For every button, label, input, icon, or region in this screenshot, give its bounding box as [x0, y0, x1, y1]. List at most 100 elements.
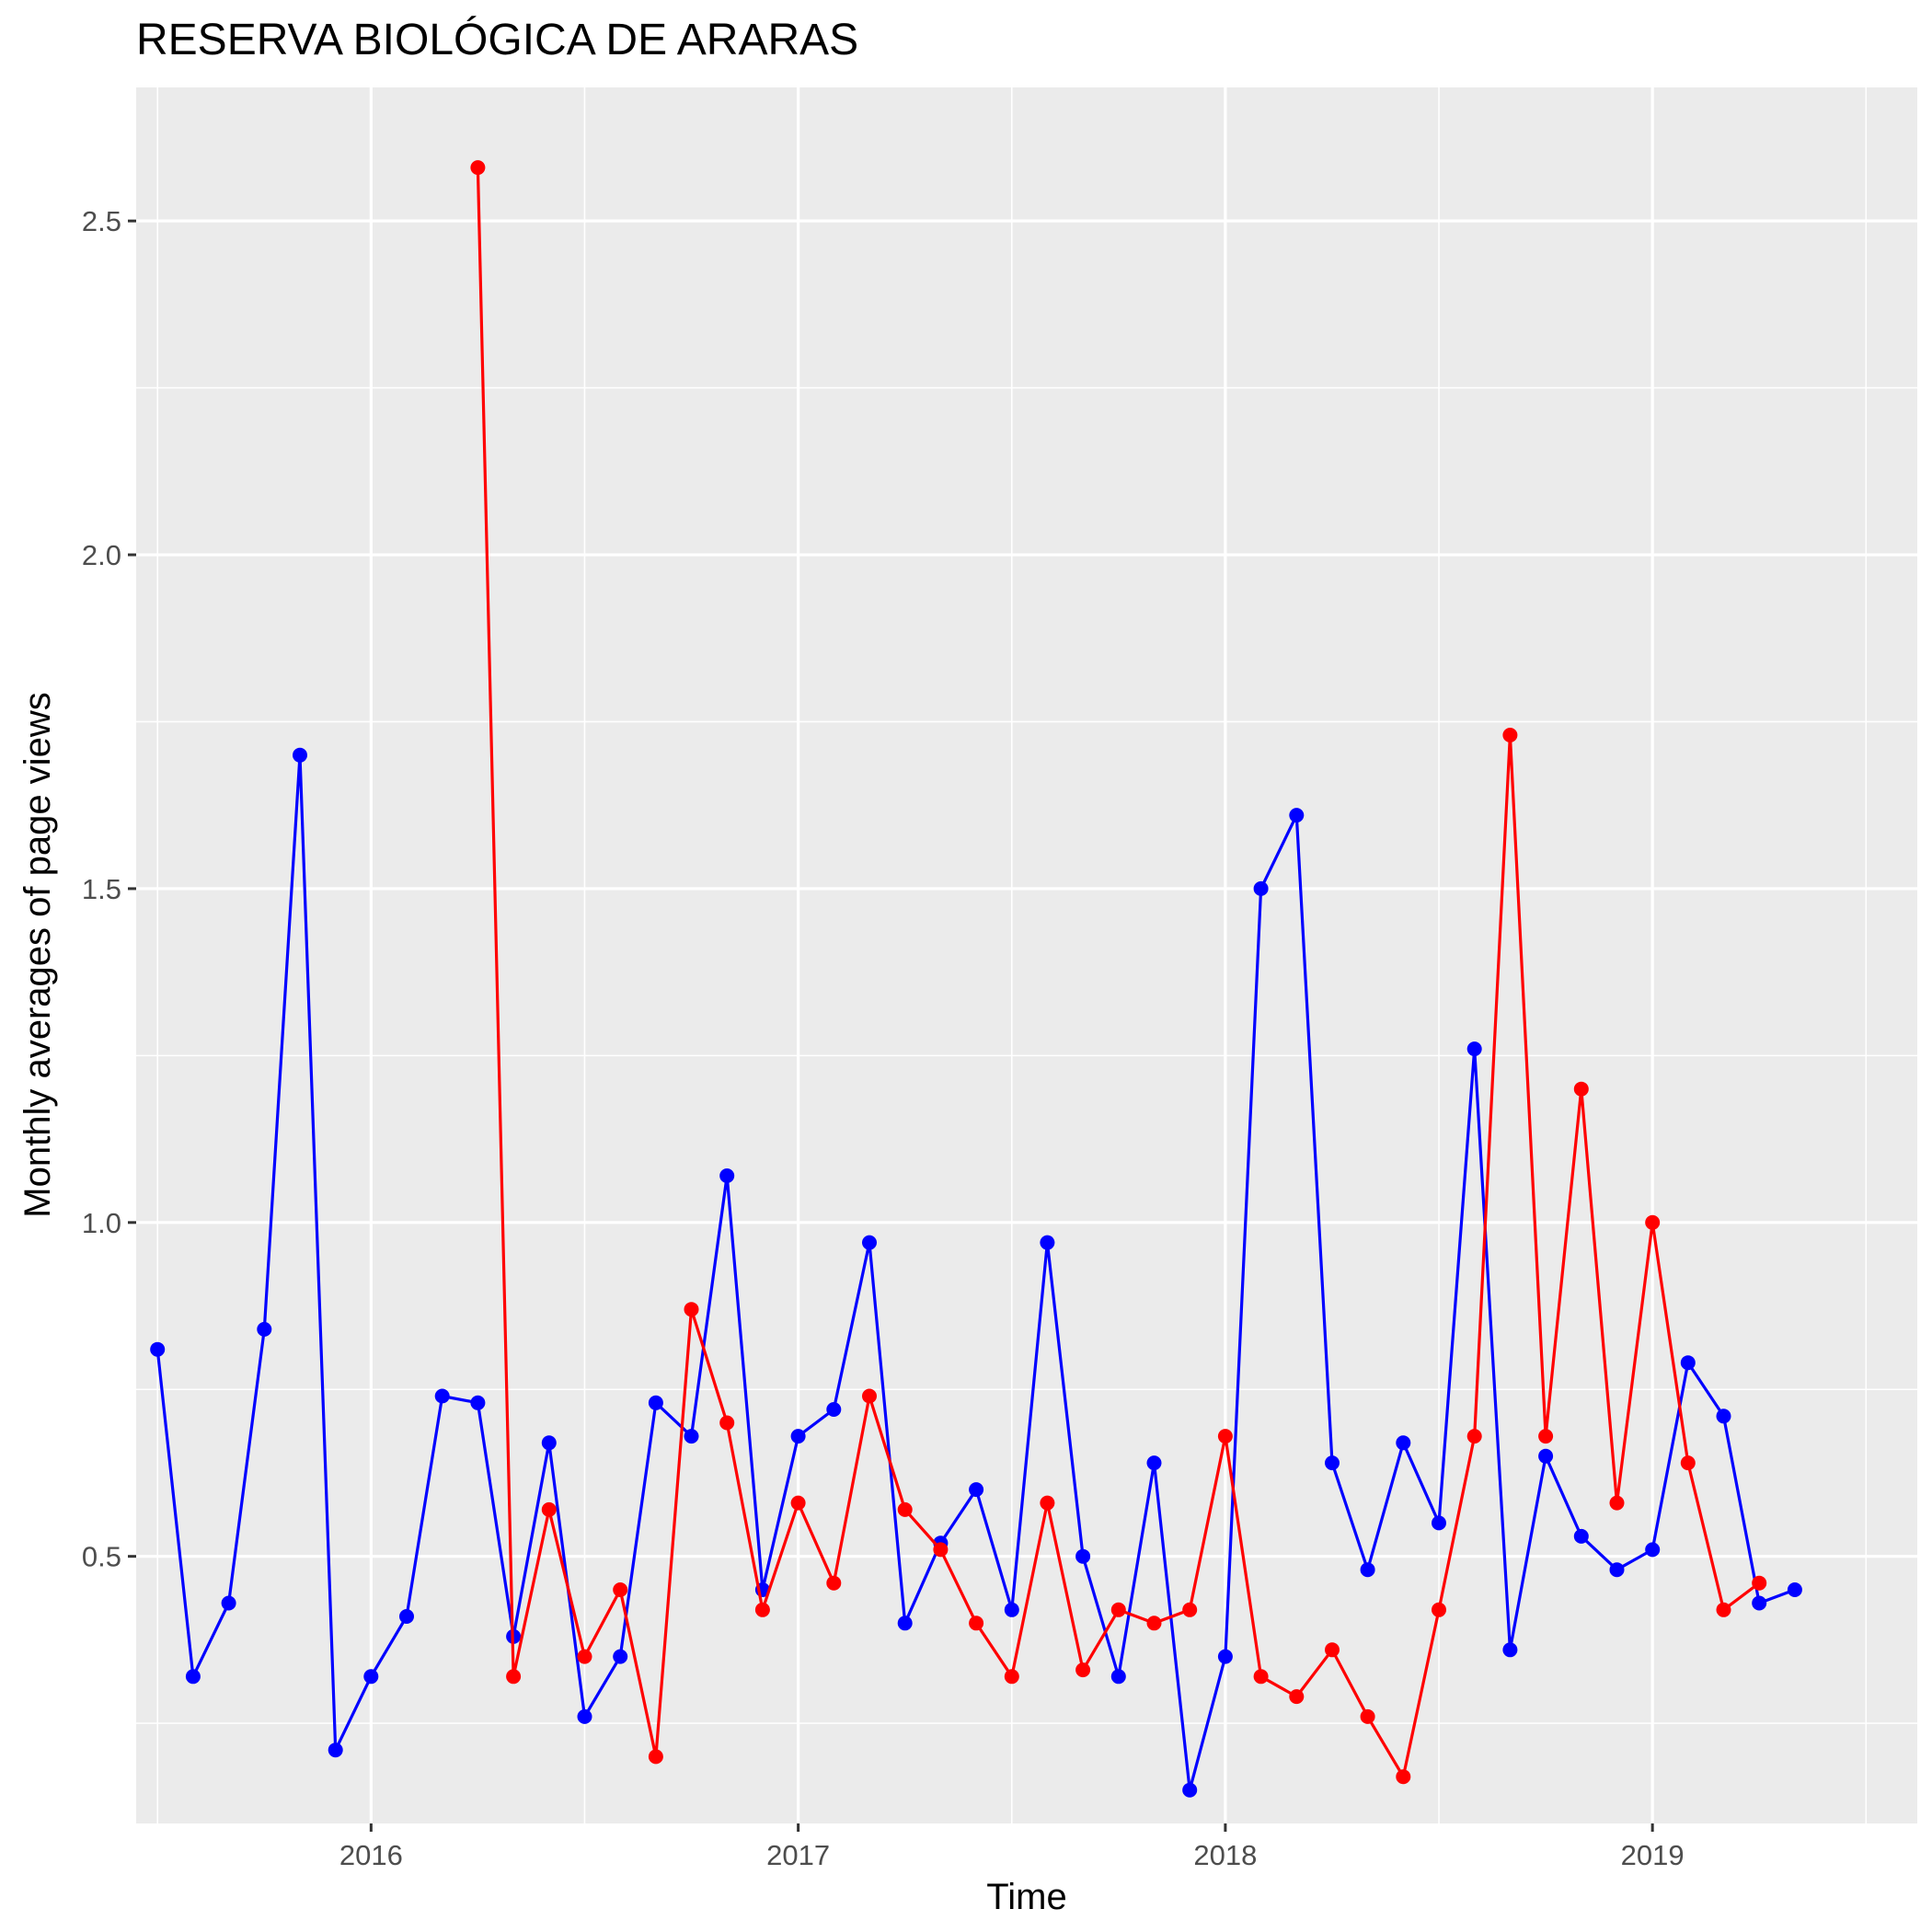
data-point — [1325, 1455, 1340, 1471]
series-layer — [150, 160, 1802, 1798]
data-point — [613, 1649, 628, 1664]
data-point — [221, 1595, 236, 1611]
minor-gridlines — [136, 87, 1917, 1823]
data-point — [399, 1609, 414, 1624]
data-point — [1466, 1041, 1482, 1057]
data-point — [1004, 1669, 1019, 1685]
data-point — [1360, 1708, 1375, 1724]
data-point — [1040, 1235, 1055, 1250]
data-point — [185, 1669, 201, 1685]
data-point — [719, 1168, 735, 1183]
data-point — [1752, 1595, 1767, 1611]
x-axis: 2016 2017 2018 2019 — [339, 1823, 1685, 1871]
x-tick-label: 2016 — [339, 1839, 403, 1871]
data-point — [577, 1649, 592, 1664]
data-point — [1573, 1528, 1589, 1544]
data-point — [1396, 1435, 1411, 1451]
data-point — [1253, 1669, 1269, 1685]
data-point — [1432, 1602, 1446, 1617]
data-point — [1645, 1542, 1661, 1558]
data-point — [1217, 1649, 1233, 1664]
data-point — [1502, 1642, 1518, 1658]
data-point — [969, 1482, 984, 1498]
y-tick-label: 0.5 — [82, 1541, 121, 1573]
data-point — [1110, 1602, 1126, 1617]
x-tick-label: 2018 — [1193, 1839, 1257, 1871]
data-point — [363, 1669, 379, 1685]
data-point — [1538, 1429, 1554, 1444]
data-point — [1609, 1495, 1625, 1511]
data-point — [150, 1341, 166, 1357]
chart-title: RESERVA BIOLÓGICA DE ARARAS — [136, 15, 858, 64]
data-point — [577, 1708, 592, 1724]
data-point — [1716, 1409, 1731, 1424]
data-point — [1075, 1548, 1091, 1564]
data-point — [434, 1388, 450, 1404]
data-point — [1110, 1669, 1126, 1685]
data-point — [648, 1749, 663, 1765]
data-point — [613, 1582, 628, 1597]
data-point — [1645, 1214, 1661, 1230]
data-point — [470, 160, 486, 176]
data-point — [1432, 1515, 1446, 1531]
data-point — [1396, 1769, 1411, 1785]
data-point — [1680, 1355, 1696, 1371]
y-tick-label: 2.0 — [82, 539, 121, 571]
y-tick-label: 1.5 — [82, 873, 121, 905]
x-tick-label: 2019 — [1621, 1839, 1685, 1871]
data-point — [933, 1542, 949, 1558]
data-point — [1538, 1448, 1554, 1464]
data-point — [969, 1616, 984, 1631]
data-point — [1466, 1429, 1482, 1444]
data-point — [897, 1501, 913, 1517]
data-point — [648, 1395, 663, 1410]
data-point — [790, 1429, 806, 1444]
data-point — [1075, 1662, 1091, 1678]
data-point — [1004, 1602, 1019, 1617]
data-point — [506, 1669, 522, 1685]
data-point — [1716, 1602, 1731, 1617]
data-point — [862, 1388, 877, 1404]
data-point — [1325, 1642, 1340, 1658]
data-point — [826, 1402, 842, 1417]
data-point — [470, 1395, 486, 1410]
plot-panel — [136, 87, 1917, 1823]
data-point — [1787, 1582, 1802, 1597]
data-point — [754, 1602, 770, 1617]
data-point — [1217, 1429, 1233, 1444]
data-point — [293, 747, 307, 763]
y-tick-label: 2.5 — [82, 205, 121, 237]
data-point — [1752, 1575, 1767, 1591]
series-2 — [470, 160, 1767, 1785]
y-tick-label: 1.0 — [82, 1207, 121, 1239]
data-point — [826, 1575, 842, 1591]
data-point — [790, 1495, 806, 1511]
x-axis-title: Time — [986, 1877, 1066, 1917]
data-point — [1253, 880, 1269, 896]
data-point — [862, 1235, 877, 1250]
data-point — [719, 1415, 735, 1431]
data-point — [1680, 1455, 1696, 1471]
data-point — [1146, 1455, 1162, 1471]
data-point — [1573, 1081, 1589, 1097]
data-point — [684, 1302, 699, 1317]
data-point — [897, 1616, 913, 1631]
series-1 — [150, 747, 1802, 1798]
data-point — [541, 1435, 557, 1451]
data-point — [328, 1742, 343, 1758]
data-point — [1289, 808, 1305, 823]
data-point — [1146, 1616, 1162, 1631]
data-point — [1360, 1562, 1375, 1578]
data-point — [541, 1501, 557, 1517]
data-point — [1609, 1562, 1625, 1578]
data-point — [1182, 1782, 1198, 1798]
data-point — [1502, 728, 1518, 742]
data-point — [684, 1429, 699, 1444]
data-point — [1289, 1689, 1305, 1705]
y-axis: 0.5 1.0 1.5 2.0 2.5 — [82, 205, 136, 1573]
x-tick-label: 2017 — [766, 1839, 830, 1871]
major-gridlines — [136, 87, 1917, 1823]
data-point — [257, 1321, 272, 1337]
y-axis-title: Monthly averages of page views — [17, 692, 58, 1217]
